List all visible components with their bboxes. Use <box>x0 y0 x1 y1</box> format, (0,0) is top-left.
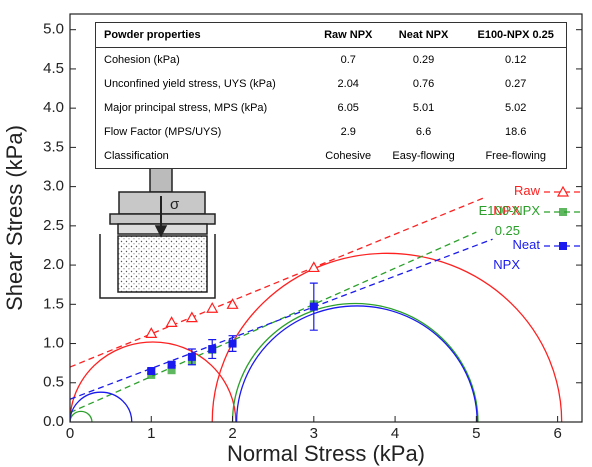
table-cell: 5.02 <box>505 102 527 114</box>
mohr-circle <box>231 302 479 422</box>
y-axis-label: Shear Stress (kPa) <box>2 125 27 311</box>
y-tick-label: 5.0 <box>43 21 64 38</box>
x-tick-label: 5 <box>472 425 480 442</box>
table-cell: 0.12 <box>505 54 527 66</box>
shaft <box>149 167 173 193</box>
table-cell: Major principal stress, MPS (kPa) <box>104 102 268 114</box>
plot-area <box>70 196 563 422</box>
x-tick-label: 6 <box>553 425 561 442</box>
fit-line <box>70 238 493 400</box>
powder <box>117 235 208 293</box>
data-point <box>228 339 237 348</box>
cell <box>99 234 216 299</box>
y-tick-label: 3.5 <box>43 138 64 155</box>
x-tick-label: 4 <box>391 425 399 442</box>
y-tick-label: 0.5 <box>43 374 64 391</box>
properties-table: Powder properties Raw NPX Neat NPX E100-NPX… <box>95 22 567 169</box>
mohr-circle <box>70 410 93 422</box>
table-header-row: Powder properties Raw NPX Neat NPX E100-NPX… <box>95 22 567 48</box>
table-header-cell: Powder properties <box>95 22 315 48</box>
table-cell: 0.7 <box>340 54 356 66</box>
mohr-circle <box>211 252 563 422</box>
table-cell: 0.29 <box>412 54 435 66</box>
table-cell: 5.01 <box>412 102 435 114</box>
data-point <box>208 345 217 354</box>
table-cell: 2.04 <box>337 78 359 90</box>
x-tick-label: 2 <box>228 425 236 442</box>
data-point <box>309 302 318 311</box>
table-header-cell: E100-NPX 0.25 <box>465 22 567 48</box>
table-cell: Classification <box>104 150 169 162</box>
data-point <box>226 298 239 309</box>
normal-arrow-head <box>154 225 168 238</box>
mohr-circle <box>235 305 478 422</box>
y-tick-label: 4.5 <box>43 60 64 77</box>
legend-label: E100-NPX 0.25 <box>479 203 541 238</box>
table-cell: Free-flowing <box>485 150 546 162</box>
y-tick-label: 4.0 <box>43 99 64 116</box>
table-cell: Cohesion (kPa) <box>104 54 180 66</box>
legend-marker <box>556 185 570 197</box>
y-tick-label: 3.0 <box>43 178 64 195</box>
table-cell: 6.05 <box>337 102 359 114</box>
plate <box>109 213 216 225</box>
table-cell: 0.76 <box>412 78 435 90</box>
y-tick-label: 1.5 <box>43 295 64 312</box>
y-tick-label: 2.5 <box>43 217 64 234</box>
axes-frame <box>69 13 583 423</box>
table-header-cell: Neat NPX <box>381 22 466 48</box>
data-point <box>307 261 320 273</box>
table-cell: 0.27 <box>505 78 527 90</box>
data-point <box>165 316 178 327</box>
x-tick-label: 3 <box>310 425 318 442</box>
fit-line <box>70 231 477 414</box>
table-cell: 2.9 <box>340 126 356 138</box>
normal-label: σ <box>170 196 180 213</box>
data-point <box>145 327 158 338</box>
legend-label: Raw NPX <box>493 183 540 218</box>
x-axis-label: Normal Stress (kPa) <box>227 441 425 466</box>
schematic: τ σ <box>99 155 216 299</box>
fit-line <box>70 196 485 368</box>
table-cell: 18.6 <box>505 126 527 138</box>
table-row: Classification Cohesive Easy-flowing Free-f… <box>96 144 567 169</box>
data-point <box>167 366 176 375</box>
y-tick-label: 0.0 <box>43 413 64 430</box>
table-cell: Unconfined yield stress, UYS (kPa) <box>104 78 276 90</box>
table-cell: Easy-flowing <box>392 150 455 162</box>
x-tick-label: 0 <box>66 425 74 442</box>
table-row: Major principal stress, MPS (kPa) 6.05 5.0… <box>96 96 567 120</box>
table-cell: Flow Factor (MPS/UYS) <box>104 126 222 138</box>
data-point <box>187 352 196 361</box>
table-row: Flow Factor (MPS/UYS) 2.9 6.6 18.6 <box>96 120 567 144</box>
y-tick-label: 1.0 <box>43 335 64 352</box>
table-row: Unconfined yield stress, UYS (kPa) 2.04 0.… <box>96 72 567 96</box>
table-header-cell: Raw NPX <box>314 22 382 48</box>
legend-label: Neat NPX <box>493 237 540 272</box>
legend-marker <box>559 242 567 250</box>
table-cell: 6.6 <box>415 126 432 138</box>
data-point <box>167 360 176 369</box>
legend-marker <box>559 208 567 216</box>
mohr-circle <box>70 391 133 422</box>
data-point <box>147 367 156 375</box>
data-point <box>185 311 198 323</box>
table-cell: Cohesive <box>325 150 372 162</box>
mohr-circle <box>70 341 237 422</box>
x-tick-label: 1 <box>147 425 155 442</box>
table-row: Cohesion (kPa) 0.7 0.29 0.12 <box>96 48 567 73</box>
y-tick-label: 2.0 <box>43 256 64 273</box>
data-point <box>206 301 219 313</box>
